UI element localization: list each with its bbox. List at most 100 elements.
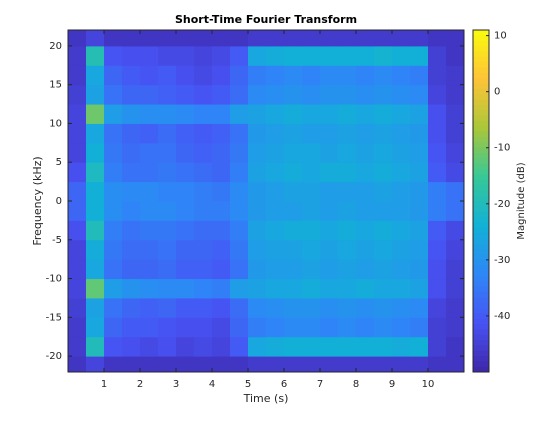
cell xyxy=(194,336,213,357)
cell xyxy=(320,336,339,357)
cell xyxy=(356,336,375,357)
cell xyxy=(68,201,87,221)
cell xyxy=(446,317,465,338)
cell xyxy=(266,162,285,183)
cell xyxy=(194,356,213,373)
cell xyxy=(194,30,213,47)
cell xyxy=(122,65,141,86)
cell xyxy=(68,278,87,299)
cell xyxy=(230,239,249,260)
cell xyxy=(212,259,231,280)
cell xyxy=(122,104,141,124)
cell xyxy=(428,181,447,202)
cell xyxy=(428,84,447,105)
colorbar-swatch xyxy=(473,56,489,63)
cell xyxy=(68,123,87,144)
cell xyxy=(122,84,141,105)
colorbar-tick-label: -10 xyxy=(494,143,510,154)
cell xyxy=(410,278,429,299)
cell xyxy=(284,181,303,202)
cell xyxy=(410,84,429,105)
cell xyxy=(410,181,429,202)
cell xyxy=(212,84,231,105)
cell xyxy=(302,30,321,47)
cell xyxy=(284,220,303,241)
cell xyxy=(140,356,159,373)
cell xyxy=(410,317,429,338)
colorbar-swatch xyxy=(473,243,489,250)
cell xyxy=(266,65,285,86)
cell xyxy=(266,123,285,144)
cell xyxy=(140,259,159,280)
cell xyxy=(248,162,267,183)
cell xyxy=(302,278,321,299)
cell xyxy=(158,259,177,280)
cell xyxy=(338,65,357,86)
cell xyxy=(248,278,267,299)
cell xyxy=(86,162,105,183)
cell xyxy=(428,45,447,66)
cell xyxy=(68,45,87,66)
cell xyxy=(302,297,321,318)
cell xyxy=(104,259,123,280)
cell xyxy=(302,181,321,202)
cell xyxy=(212,317,231,338)
colorbar-swatch xyxy=(473,62,489,68)
colorbar-tick-label: -20 xyxy=(494,199,510,210)
cell xyxy=(320,65,339,86)
cell xyxy=(212,142,231,163)
cell xyxy=(320,239,339,260)
cell xyxy=(266,201,285,221)
cell xyxy=(230,297,249,318)
cell xyxy=(68,317,87,338)
cell xyxy=(158,162,177,183)
cell xyxy=(158,220,177,241)
cell xyxy=(86,317,105,338)
cell xyxy=(320,297,339,318)
cell xyxy=(266,84,285,105)
cell xyxy=(392,317,411,338)
cell xyxy=(374,65,393,86)
cell xyxy=(302,239,321,260)
cell xyxy=(410,201,429,221)
colorbar-swatch xyxy=(473,323,489,330)
cell xyxy=(104,356,123,373)
cell xyxy=(356,259,375,280)
cell xyxy=(176,84,195,105)
cell xyxy=(392,181,411,202)
cell xyxy=(446,181,465,202)
cell xyxy=(248,259,267,280)
cell xyxy=(284,84,303,105)
colorbar-swatch xyxy=(473,366,489,373)
colorbar-tick-label: -30 xyxy=(494,255,510,266)
cell xyxy=(392,45,411,66)
cell xyxy=(392,104,411,124)
cell xyxy=(176,317,195,338)
cell xyxy=(194,220,213,241)
cell xyxy=(356,45,375,66)
cell xyxy=(212,220,231,241)
cell xyxy=(194,45,213,66)
cell xyxy=(320,278,339,299)
colorbar-swatch xyxy=(473,211,489,218)
cell xyxy=(302,336,321,357)
colorbar-swatch xyxy=(473,259,489,266)
cell xyxy=(248,142,267,163)
colorbar-swatch xyxy=(473,217,489,223)
cell xyxy=(266,181,285,202)
cell xyxy=(176,356,195,373)
cell xyxy=(176,297,195,318)
colorbar-swatch xyxy=(473,270,489,277)
cell xyxy=(104,162,123,183)
colorbar-swatch xyxy=(473,361,489,368)
colorbar-swatch xyxy=(473,233,489,239)
cell xyxy=(248,123,267,144)
cell xyxy=(446,278,465,299)
cell xyxy=(158,84,177,105)
cell xyxy=(104,317,123,338)
cell xyxy=(410,142,429,163)
cell xyxy=(374,123,393,144)
cell xyxy=(428,142,447,163)
cell xyxy=(284,104,303,124)
cell xyxy=(158,297,177,318)
